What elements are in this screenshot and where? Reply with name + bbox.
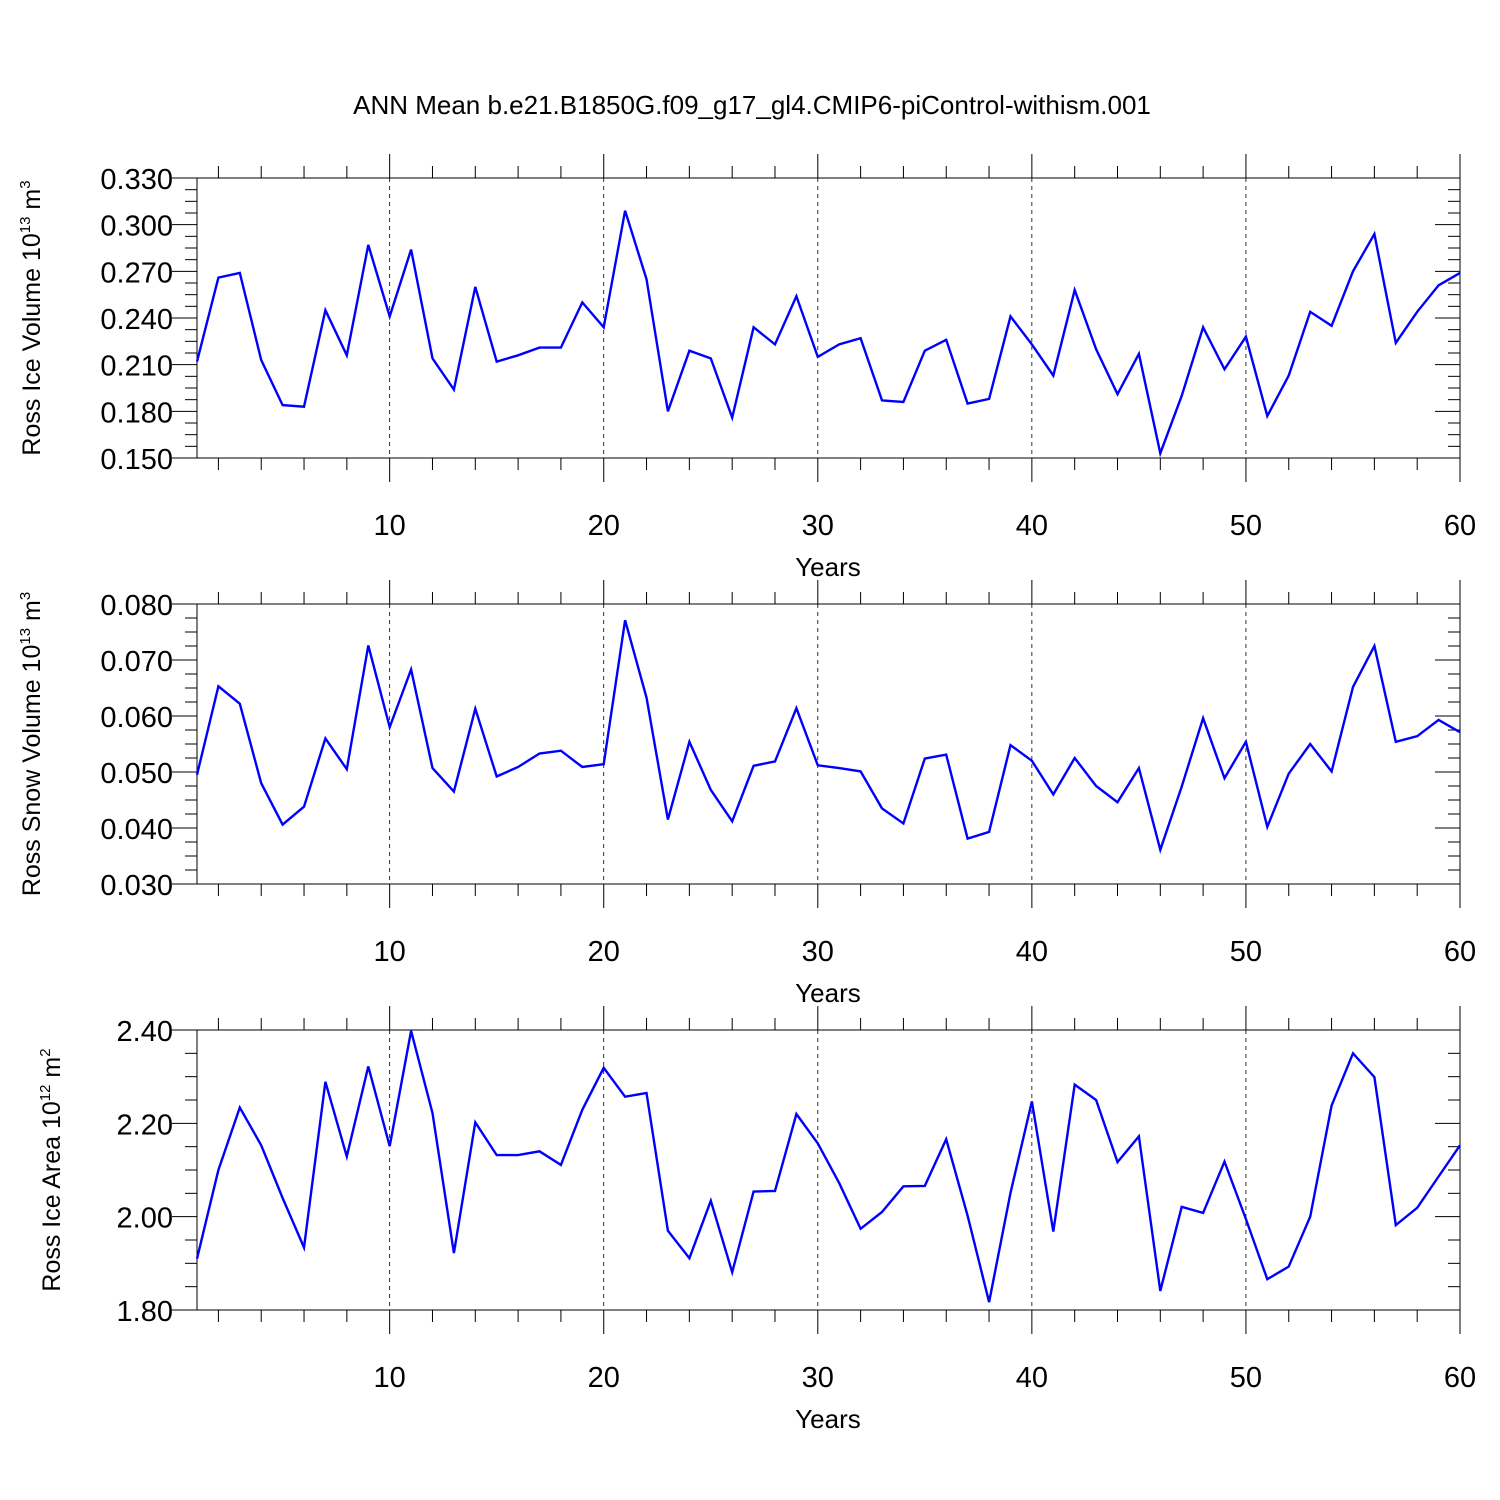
x-tick-label: 30	[802, 1362, 834, 1394]
y-label-text: Ross Snow Volume 10	[18, 645, 46, 897]
x-tick-label: 10	[374, 1362, 406, 1394]
y-label-unit: m	[18, 189, 46, 217]
x-axis-label: Years	[795, 1404, 861, 1434]
y-label-unit-exponent: 3	[17, 180, 34, 188]
ice-volume-panel: 0.150 0.180 0.210 0.240 0.270 0.300 0.330 10 20 3…	[17, 154, 1476, 582]
y-tick-label: 0.080	[100, 590, 173, 622]
y-axis-label: Ross Snow Volume 1013 m3	[17, 592, 46, 896]
y-tick-label: 0.150	[100, 444, 173, 476]
x-tick-label: 40	[1016, 510, 1048, 542]
y-label-text: Ross Ice Volume 10	[18, 233, 46, 455]
y-tick-label: 0.240	[100, 304, 173, 336]
y-tick-label: 0.030	[100, 870, 173, 902]
x-tick-label: 20	[588, 510, 620, 542]
x-axis-label: Years	[795, 552, 861, 582]
y-label-exponent: 12	[37, 1085, 54, 1102]
x-tick-label: 60	[1444, 936, 1476, 968]
y-tick-label: 0.300	[100, 211, 173, 243]
y-label-exponent: 13	[17, 217, 34, 234]
y-label-unit: m	[38, 1057, 66, 1085]
x-tick-label: 50	[1230, 1362, 1262, 1394]
y-label-text: Ross Ice Area 10	[38, 1101, 66, 1291]
y-label-unit-exponent: 3	[17, 592, 34, 600]
x-tick-label: 10	[374, 510, 406, 542]
y-label-unit-exponent: 2	[37, 1048, 54, 1056]
x-tick-label: 10	[374, 936, 406, 968]
y-tick-label: 0.270	[100, 257, 173, 289]
y-tick-label: 2.00	[117, 1203, 173, 1235]
series-line	[195, 1030, 1461, 1303]
y-axis-label: Ross Ice Area 1012 m2	[37, 1048, 66, 1291]
x-tick-label: 30	[802, 510, 834, 542]
y-label-unit: m	[18, 600, 46, 628]
x-tick-label: 30	[802, 936, 834, 968]
y-tick-label: 0.070	[100, 646, 173, 678]
x-tick-label: 20	[588, 936, 620, 968]
series-line	[195, 619, 1461, 854]
y-tick-label: 1.80	[117, 1296, 173, 1328]
snow-volume-panel: 0.030 0.040 0.050 0.060 0.070 0.080 10 20 30 40 50…	[17, 580, 1476, 1008]
x-tick-label: 40	[1016, 936, 1048, 968]
x-tick-label: 60	[1444, 510, 1476, 542]
y-tick-label: 0.040	[100, 814, 173, 846]
y-axis-label: Ross Ice Volume 1013 m3	[17, 180, 46, 455]
chart-title: ANN Mean b.e21.B1850G.f09_g17_gl4.CMIP6-…	[353, 90, 1151, 120]
y-tick-label: 0.050	[100, 758, 173, 790]
x-tick-label: 40	[1016, 1362, 1048, 1394]
x-tick-label: 60	[1444, 1362, 1476, 1394]
ice-area-panel: 1.80 2.00 2.20 2.40 10 20 30 40 50 60 Years Ross Ic…	[37, 1006, 1476, 1434]
y-label-exponent: 13	[17, 628, 34, 645]
y-tick-label: 2.40	[117, 1016, 173, 1048]
series-line	[195, 210, 1461, 458]
x-axis-label: Years	[795, 978, 861, 1008]
x-tick-label: 20	[588, 1362, 620, 1394]
y-tick-label: 2.20	[117, 1109, 173, 1141]
y-tick-label: 0.180	[100, 397, 173, 429]
x-tick-label: 50	[1230, 936, 1262, 968]
y-tick-label: 0.060	[100, 702, 173, 734]
y-tick-label: 0.330	[100, 164, 173, 196]
x-tick-label: 50	[1230, 510, 1262, 542]
y-tick-label: 0.210	[100, 351, 173, 383]
